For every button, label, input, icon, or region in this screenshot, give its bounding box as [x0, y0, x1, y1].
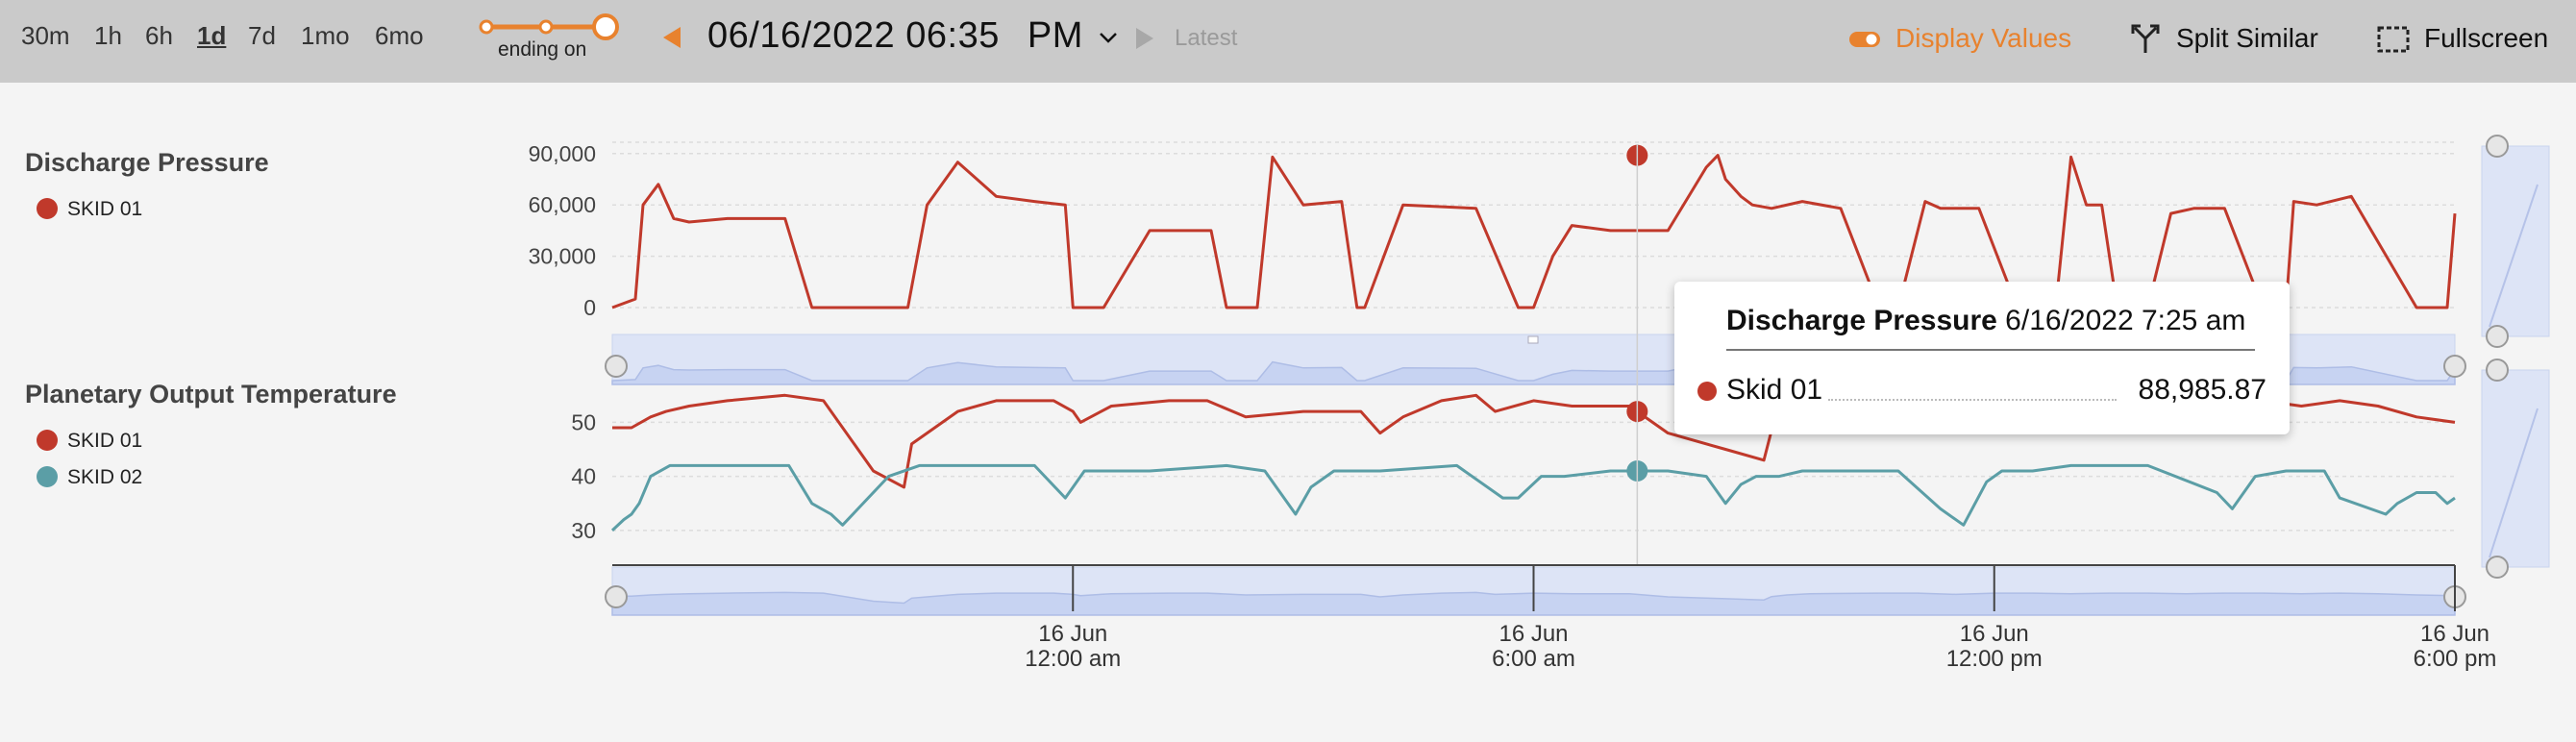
- x-tick-label: 16 Jun: [1038, 621, 1107, 647]
- y-tick-label: 60,000: [529, 192, 596, 217]
- tooltip-series-name: Skid 01: [1726, 374, 1823, 406]
- range-1mo-button[interactable]: 1mo: [301, 21, 350, 50]
- y-navigator-top-handle[interactable]: [2486, 359, 2509, 382]
- fullscreen-icon[interactable]: [2376, 25, 2411, 54]
- range-1h-button[interactable]: 1h: [94, 21, 122, 50]
- legend-label: SKID 01: [67, 430, 143, 452]
- tooltip-series-title: Discharge Pressure: [1726, 305, 1997, 336]
- series-dot-icon: [37, 198, 58, 219]
- split-similar-button[interactable]: Split Similar: [2176, 23, 2318, 53]
- y-navigator-top-handle[interactable]: [2486, 135, 2509, 158]
- x-tick-label: 16 Jun: [2420, 621, 2489, 647]
- tooltip-timestamp: 6/16/2022 7:25 am: [2005, 305, 2246, 336]
- slider-stop-1[interactable]: [479, 19, 494, 35]
- slider-stop-2[interactable]: [538, 19, 554, 35]
- x-tick-label: 6:00 pm: [2414, 646, 2497, 672]
- range-6h-button[interactable]: 6h: [145, 21, 173, 50]
- y-tick-label: 50: [571, 409, 596, 434]
- y-navigator-line: [2489, 408, 2539, 558]
- y-navigator-line: [2489, 184, 2539, 328]
- y-tick-label: 90,000: [529, 141, 596, 166]
- date-picker[interactable]: 06/16/2022 06:35 PM: [707, 15, 1119, 57]
- x-tick-label: 12:00 am: [1025, 646, 1121, 672]
- split-icon[interactable]: [2130, 23, 2161, 56]
- latest-button[interactable]: Latest: [1175, 25, 1238, 51]
- x-tick-label: 6:00 am: [1492, 646, 1575, 672]
- y-navigator[interactable]: [2481, 369, 2550, 568]
- x-tick-label: 12:00 pm: [1946, 646, 2043, 672]
- date-value: 06/16/2022 06:35: [707, 15, 1000, 56]
- legend-label: SKID 01: [67, 198, 143, 220]
- previous-arrow-icon[interactable]: [661, 25, 682, 50]
- navigator-grip[interactable]: [1527, 335, 1539, 344]
- range-1d-button[interactable]: 1d: [197, 21, 227, 50]
- ampm-value: PM: [1027, 15, 1083, 56]
- x-tick-label: 16 Jun: [1499, 621, 1568, 647]
- series-line-skid-02: [610, 463, 2456, 532]
- tooltip-series-dot-icon: [1697, 382, 1717, 401]
- y-tick-label: 40: [571, 464, 596, 489]
- discharge-pressure-title: Discharge Pressure: [25, 148, 269, 177]
- series-dot-icon: [37, 430, 58, 451]
- planetary-output-temperature-title: Planetary Output Temperature: [25, 380, 397, 408]
- range-6mo-button[interactable]: 6mo: [375, 21, 424, 50]
- display-values-toggle-icon[interactable]: [1847, 29, 1882, 50]
- tooltip-leader: [1828, 399, 2117, 401]
- toolbar: 30m 1h 6h 1d 7d 1mo 6mo ending on 06/16/…: [0, 0, 2576, 83]
- series-line-skid-01: [611, 154, 2457, 309]
- range-30m-button[interactable]: 30m: [21, 21, 70, 50]
- navigator-right-handle[interactable]: [2443, 355, 2466, 378]
- ending-on-slider[interactable]: [475, 12, 621, 42]
- tooltip-divider: [1726, 349, 2255, 351]
- y-navigator[interactable]: [2481, 145, 2550, 337]
- navigator-left-handle[interactable]: [605, 585, 628, 608]
- y-navigator-bottom-handle[interactable]: [2486, 556, 2509, 579]
- y-navigator-bottom-handle[interactable]: [2486, 325, 2509, 348]
- slider-handle[interactable]: [592, 13, 619, 40]
- display-values-button[interactable]: Display Values: [1895, 23, 2072, 53]
- y-tick-label: 30: [571, 518, 596, 543]
- tooltip-title: Discharge Pressure 6/16/2022 7:25 am: [1726, 305, 2245, 337]
- fullscreen-button[interactable]: Fullscreen: [2424, 23, 2549, 53]
- chevron-down-icon: [1100, 33, 1117, 43]
- hover-tooltip: Discharge Pressure 6/16/2022 7:25 am Ski…: [1674, 282, 2290, 434]
- ending-on-label: ending on: [498, 38, 587, 61]
- series-dot-icon: [37, 466, 58, 487]
- tooltip-value: 88,985.87: [2138, 374, 2266, 406]
- y-tick-label: 0: [583, 295, 596, 320]
- y-tick-label: 30,000: [529, 244, 596, 269]
- legend-label: SKID 02: [67, 466, 143, 488]
- next-arrow-icon[interactable]: [1134, 26, 1155, 51]
- range-7d-button[interactable]: 7d: [248, 21, 276, 50]
- navigator-left-handle[interactable]: [605, 355, 628, 378]
- x-tick-label: 16 Jun: [1960, 621, 2029, 647]
